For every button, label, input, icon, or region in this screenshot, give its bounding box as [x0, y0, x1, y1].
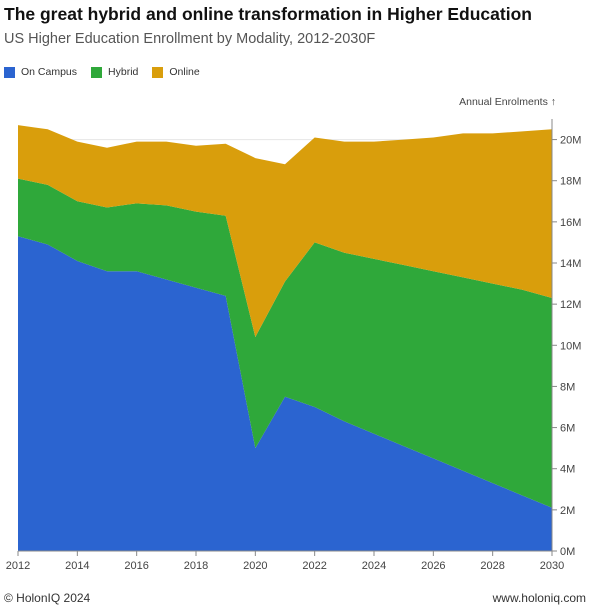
- legend-item-hybrid[interactable]: Hybrid: [91, 66, 138, 78]
- legend-swatch-on-campus: [4, 66, 15, 78]
- y-tick-label-10M: 10M: [560, 340, 581, 352]
- legend-item-on-campus[interactable]: On Campus: [4, 66, 77, 78]
- x-tick-label-2014: 2014: [65, 560, 89, 572]
- chart-subtitle: US Higher Education Enrollment by Modali…: [4, 31, 376, 47]
- y-axis-title: Annual Enrolments ↑: [459, 96, 556, 108]
- area-on-campus[interactable]: [18, 236, 552, 551]
- x-tick-label-2018: 2018: [184, 560, 208, 572]
- chart-legend: On Campus Hybrid Online: [4, 66, 200, 78]
- area-online[interactable]: [18, 125, 552, 338]
- x-tick-label-2026: 2026: [421, 560, 445, 572]
- x-tick-label-2022: 2022: [302, 560, 326, 572]
- area-hybrid[interactable]: [18, 178, 552, 508]
- x-tick-label-2030: 2030: [540, 560, 564, 572]
- legend-label-online: Online: [169, 66, 200, 78]
- y-tick-label-20M: 20M: [560, 135, 581, 147]
- chart-title: The great hybrid and online transformati…: [4, 4, 532, 24]
- x-tick-label-2028: 2028: [480, 560, 504, 572]
- footer-copyright: © HolonIQ 2024: [4, 591, 91, 605]
- y-tick-label-4M: 4M: [560, 464, 575, 476]
- x-tick-label-2020: 2020: [243, 560, 267, 572]
- y-tick-label-8M: 8M: [560, 381, 575, 393]
- y-tick-label-18M: 18M: [560, 176, 581, 188]
- x-tick-label-2016: 2016: [124, 560, 148, 572]
- y-tick-label-12M: 12M: [560, 299, 581, 311]
- y-tick-label-16M: 16M: [560, 217, 581, 229]
- x-tick-label-2012: 2012: [6, 560, 30, 572]
- legend-swatch-online: [152, 66, 164, 78]
- legend-swatch-hybrid: [91, 66, 103, 78]
- legend-label-on-campus: On Campus: [21, 66, 78, 78]
- x-tick-label-2024: 2024: [362, 560, 386, 572]
- y-tick-label-6M: 6M: [560, 423, 575, 435]
- y-tick-label-0M: 0M: [560, 546, 575, 558]
- legend-label-hybrid: Hybrid: [108, 66, 139, 78]
- y-tick-label-14M: 14M: [560, 258, 581, 270]
- y-tick-label-2M: 2M: [560, 505, 575, 517]
- footer-website[interactable]: www.holoniq.com: [492, 591, 586, 605]
- legend-item-online[interactable]: Online: [152, 66, 200, 78]
